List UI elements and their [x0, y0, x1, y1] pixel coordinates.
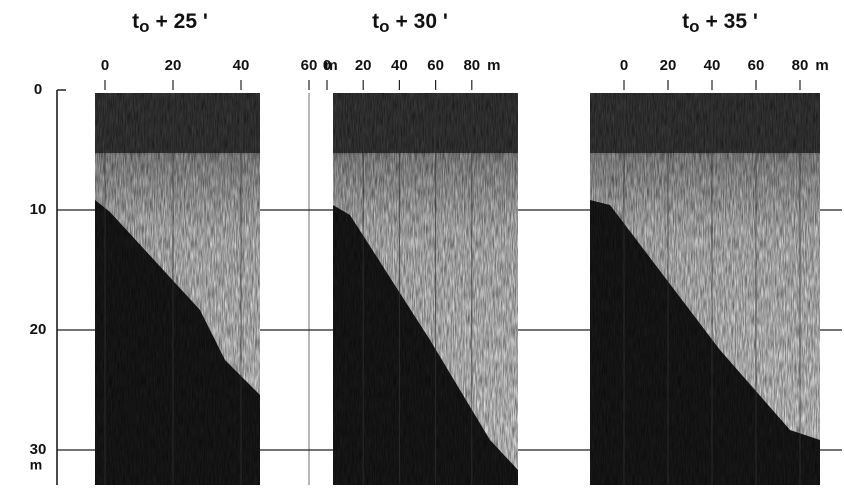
- depth-tick-label: 0: [34, 81, 42, 98]
- range-tick-label: 40: [704, 57, 721, 74]
- depth-tick-label: 20: [30, 321, 47, 338]
- range-tick-label: 20: [660, 57, 677, 74]
- title-subscript: o: [689, 17, 699, 36]
- range-tick-label: 20: [355, 57, 372, 74]
- title-rest: + 35 ': [706, 10, 758, 33]
- range-tick-label: 40: [233, 57, 250, 74]
- title-base: t: [132, 10, 139, 33]
- panel-title: to + 30 ': [372, 10, 448, 37]
- depth-unit: m: [30, 457, 42, 473]
- echogram-grain: [95, 93, 260, 485]
- panel-title: to + 35 ': [682, 10, 758, 37]
- depth-tick-label: 30: [30, 441, 47, 458]
- range-tick-label: 80: [463, 57, 480, 74]
- range-tick-label: 60: [301, 57, 318, 74]
- range-tick-label: 60: [427, 57, 444, 74]
- title-subscript: o: [139, 17, 149, 36]
- range-tick-label: 0: [101, 57, 109, 74]
- panel-title: to + 25 ': [132, 10, 208, 37]
- range-tick-label: 20: [165, 57, 182, 74]
- range-tick-label: 0: [323, 57, 331, 74]
- echogram-panel: [333, 93, 518, 485]
- range-tick-label: 0: [620, 57, 628, 74]
- range-tick-label: 80: [792, 57, 809, 74]
- echogram-grain: [333, 93, 518, 485]
- range-unit: m: [487, 57, 500, 74]
- title-subscript: o: [379, 17, 389, 36]
- range-tick-label: 60: [748, 57, 765, 74]
- title-rest: + 25 ': [156, 10, 208, 33]
- title-base: t: [372, 10, 379, 33]
- title-rest: + 30 ': [396, 10, 448, 33]
- range-tick-label: 40: [391, 57, 408, 74]
- title-base: t: [682, 10, 689, 33]
- range-unit: m: [815, 57, 828, 74]
- figure: 0102030mto+ 25 '0204060mto+ 30 '02040608…: [0, 0, 844, 489]
- depth-tick-label: 10: [30, 201, 47, 218]
- echogram-panel: [95, 93, 260, 485]
